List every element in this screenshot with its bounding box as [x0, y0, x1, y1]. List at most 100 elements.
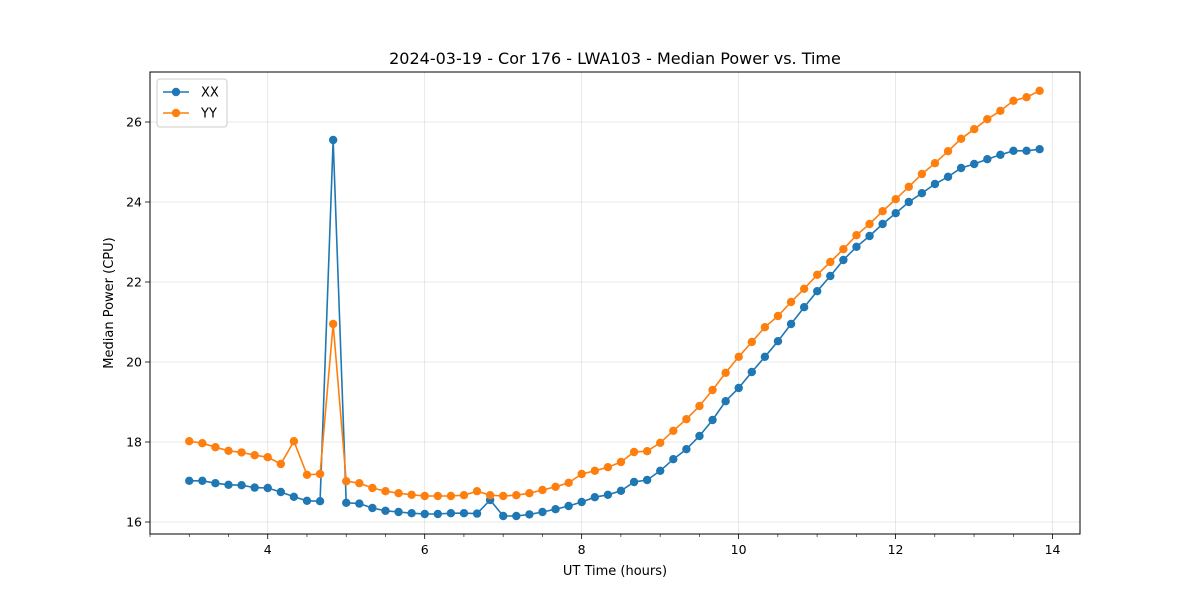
data-point-xx — [211, 479, 220, 488]
data-point-yy — [499, 491, 508, 501]
data-point-yy — [394, 489, 403, 498]
data-point-yy — [786, 297, 796, 307]
data-point-xx — [472, 509, 482, 518]
legend-marker-yy — [171, 108, 181, 118]
data-point-yy — [734, 352, 743, 361]
data-point-xx — [603, 490, 613, 499]
data-point-xx — [315, 497, 325, 506]
data-point-yy — [446, 491, 456, 501]
data-point-yy — [276, 459, 286, 469]
data-point-xx — [538, 507, 547, 517]
series-layer — [185, 86, 1044, 521]
data-point-xx — [1009, 146, 1018, 155]
data-point-xx — [394, 507, 403, 517]
data-point-xx — [917, 189, 927, 198]
data-point-yy — [616, 457, 626, 467]
data-point-xx — [826, 271, 835, 281]
data-point-xx — [198, 476, 207, 485]
data-point-yy — [930, 159, 940, 168]
data-point-xx — [564, 501, 573, 511]
data-point-yy — [826, 257, 835, 267]
data-point-yy — [433, 491, 443, 501]
data-point-xx — [642, 475, 652, 485]
data-point-yy — [813, 270, 822, 279]
data-point-yy — [970, 125, 979, 134]
data-point-yy — [250, 451, 259, 460]
data-point-xx — [865, 231, 874, 241]
data-point-yy — [263, 453, 272, 462]
data-point-yy — [839, 245, 848, 254]
data-point-xx — [956, 163, 966, 173]
data-point-yy — [682, 415, 691, 424]
data-point-yy — [852, 231, 861, 240]
data-point-yy — [315, 469, 325, 479]
data-point-yy — [302, 470, 312, 479]
y-tick-label: 22 — [126, 275, 142, 290]
data-point-yy — [328, 319, 338, 329]
grid-lines — [150, 72, 1080, 534]
data-point-xx — [289, 492, 299, 501]
data-point-yy — [799, 284, 809, 293]
data-point-yy — [708, 385, 717, 395]
data-point-xx — [1022, 146, 1031, 155]
data-point-yy — [983, 115, 992, 124]
data-point-xx — [512, 511, 521, 521]
data-point-xx — [407, 509, 416, 518]
legend-label-yy: YY — [200, 107, 217, 122]
data-point-yy — [1009, 96, 1018, 106]
axis-ticks: 4 6 8 10 12 14 16 18 20 22 24 26 — [126, 115, 1060, 558]
axes-frame — [149, 71, 1081, 535]
data-point-xx — [446, 509, 456, 518]
x-tick-label: 14 — [1045, 542, 1061, 557]
data-point-yy — [642, 447, 652, 456]
data-point-yy — [773, 311, 783, 321]
x-tick-label: 6 — [421, 542, 429, 557]
y-axis-label: Median Power (CPU) — [102, 237, 117, 368]
data-point-yy — [355, 479, 364, 488]
data-point-xx — [904, 197, 913, 207]
data-point-xx — [786, 319, 796, 329]
data-point-xx — [420, 509, 429, 519]
data-point-yy — [198, 439, 207, 448]
data-point-xx — [760, 352, 770, 361]
data-point-xx — [682, 445, 691, 454]
legend-label-xx: XX — [201, 86, 219, 101]
x-tick-label: 10 — [731, 542, 747, 557]
data-point-xx — [813, 287, 822, 296]
data-point-xx — [708, 415, 717, 425]
data-point-yy — [420, 491, 429, 501]
data-point-xx — [342, 498, 351, 507]
data-point-xx — [616, 486, 626, 495]
data-point-xx — [656, 466, 665, 475]
data-point-yy — [695, 401, 704, 411]
data-point-yy — [904, 182, 913, 191]
data-point-xx — [381, 506, 390, 515]
data-point-xx — [891, 209, 900, 218]
data-point-yy — [996, 106, 1005, 116]
data-point-xx — [799, 303, 809, 312]
data-point-xx — [263, 483, 272, 493]
data-point-xx — [355, 499, 364, 508]
data-point-xx — [368, 503, 377, 513]
data-point-yy — [878, 207, 887, 216]
data-point-xx — [943, 172, 953, 181]
data-point-xx — [773, 337, 783, 346]
data-point-yy — [1022, 93, 1031, 102]
data-point-xx — [250, 483, 259, 492]
data-point-xx — [276, 487, 286, 497]
data-point-xx — [996, 150, 1005, 159]
data-point-xx — [551, 505, 560, 514]
y-tick-label: 20 — [126, 355, 142, 370]
data-point-xx — [695, 431, 704, 441]
data-point-yy — [472, 487, 482, 496]
data-point-xx — [629, 477, 639, 487]
data-point-yy — [381, 487, 390, 496]
y-tick-label: 16 — [126, 515, 142, 530]
data-point-xx — [930, 179, 940, 189]
x-axis-label: UT Time (hours) — [563, 564, 667, 579]
data-point-xx — [1035, 145, 1044, 154]
data-point-yy — [865, 219, 874, 229]
y-tick-label: 24 — [126, 195, 142, 210]
data-point-yy — [459, 491, 469, 500]
data-point-yy — [289, 437, 299, 446]
